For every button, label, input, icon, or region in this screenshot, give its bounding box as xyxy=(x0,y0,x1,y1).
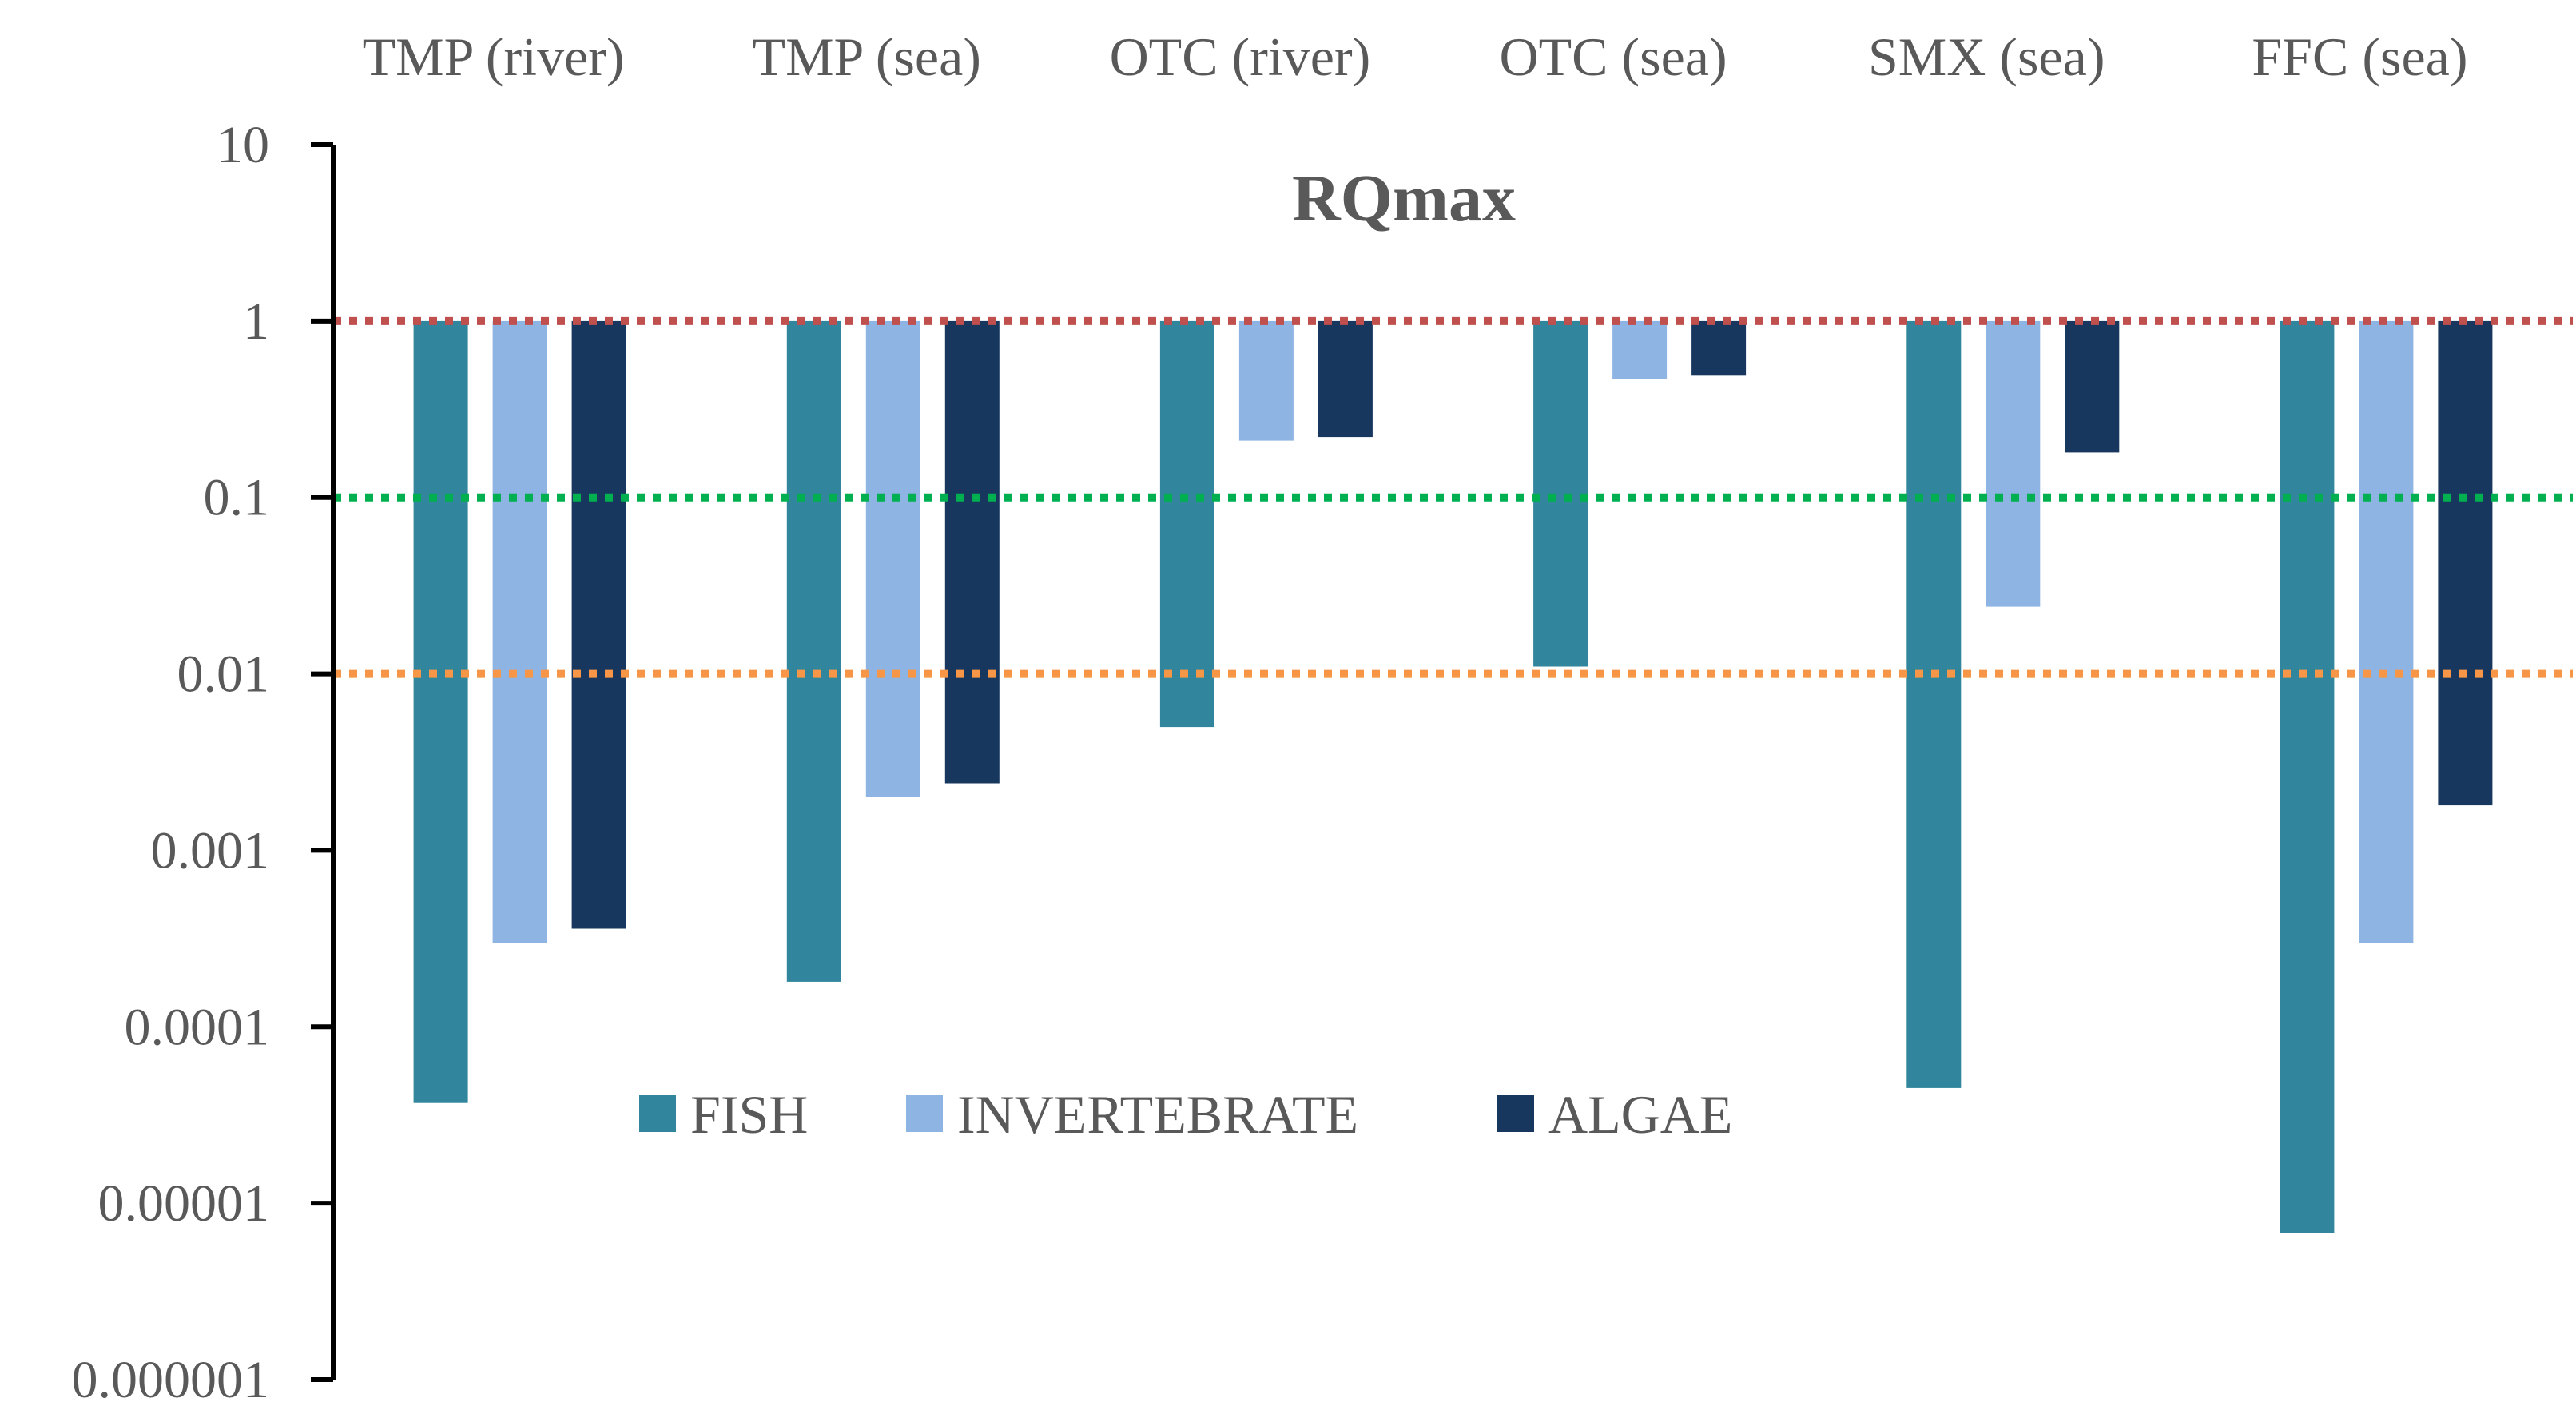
y-tick-label: 0.01 xyxy=(177,645,270,704)
category-label: FFC (sea) xyxy=(2252,26,2467,87)
legend-swatch-algae xyxy=(1497,1095,1534,1132)
bars-layer xyxy=(413,320,2493,1233)
category-labels: TMP (river) TMP (sea) OTC (river) OTC (sea)… xyxy=(363,26,2468,87)
y-tick-label: 0.001 xyxy=(151,821,270,880)
bar-algae-6 xyxy=(2438,320,2493,806)
y-tick-label: 0.00001 xyxy=(98,1174,270,1233)
y-tick-label: 0.000001 xyxy=(72,1351,270,1409)
category-label: OTC (river) xyxy=(1110,26,1371,87)
bar-invertebrate-4 xyxy=(1612,320,1668,379)
legend-swatch-invertebrate xyxy=(906,1095,943,1132)
bar-invertebrate-6 xyxy=(2359,320,2414,943)
category-label: OTC (sea) xyxy=(1500,26,1727,87)
legend: FISH INVERTEBRATE ALGAE xyxy=(639,1084,1732,1145)
bar-fish-4 xyxy=(1533,320,1588,667)
legend-label-fish: FISH xyxy=(690,1084,808,1145)
bar-algae-4 xyxy=(1691,320,1747,376)
reference-lines xyxy=(333,316,2573,678)
y-axis: 10 1 0.1 0.01 0.001 0.0001 0.00001 0.000001 xyxy=(72,116,336,1409)
legend-label-invertebrate: INVERTEBRATE xyxy=(957,1084,1358,1145)
bar-algae-1 xyxy=(571,320,626,929)
bar-fish-5 xyxy=(1906,320,1962,1088)
chart-title: RQmax xyxy=(1292,161,1516,236)
bar-fish-6 xyxy=(2280,320,2335,1233)
category-label: SMX (sea) xyxy=(1868,26,2105,87)
legend-label-algae: ALGAE xyxy=(1548,1084,1732,1145)
bar-invertebrate-5 xyxy=(1986,320,2041,607)
bar-fish-1 xyxy=(413,320,468,1103)
bar-algae-5 xyxy=(2065,320,2120,453)
category-label: TMP (river) xyxy=(363,26,625,87)
y-tick-label: 10 xyxy=(217,116,269,174)
y-tick-label: 0.1 xyxy=(204,469,270,527)
bar-invertebrate-3 xyxy=(1238,320,1294,441)
legend-swatch-fish xyxy=(639,1095,676,1132)
category-label: TMP (sea) xyxy=(753,26,981,87)
y-tick-label: 0.0001 xyxy=(125,998,270,1056)
bar-invertebrate-2 xyxy=(865,320,920,797)
bar-invertebrate-1 xyxy=(492,320,547,943)
bar-algae-2 xyxy=(944,320,1000,784)
bar-algae-3 xyxy=(1318,320,1373,438)
y-tick-label: 1 xyxy=(243,292,269,351)
bar-fish-3 xyxy=(1159,320,1214,728)
bar-fish-2 xyxy=(786,320,841,982)
